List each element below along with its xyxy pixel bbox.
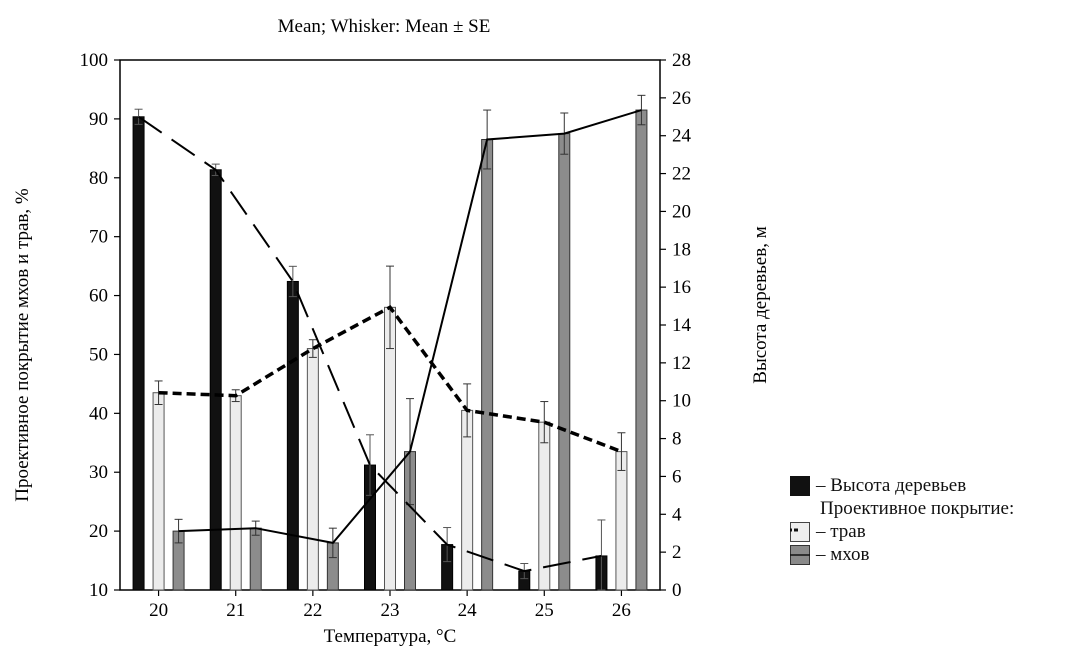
- bar: [229, 395, 242, 591]
- y-right-tick-label: 2: [672, 542, 682, 563]
- y-right-tick-label: 10: [672, 391, 691, 412]
- y-right-tick-label: 20: [672, 201, 691, 222]
- x-tick-label: 24: [458, 600, 478, 621]
- legend-heading-text: Проективное покрытие:: [820, 498, 1015, 519]
- y-right-tick-label: 4: [672, 504, 682, 525]
- legend-trees-label: – Высота деревьев: [816, 475, 967, 496]
- bar: [384, 306, 396, 591]
- bar: [132, 116, 145, 591]
- y-right-tick-label: 26: [672, 88, 691, 109]
- x-tick-label: 21: [226, 600, 245, 621]
- y-right-tick-label: 28: [672, 50, 691, 71]
- y-left-tick-label: 30: [89, 462, 108, 483]
- y-right-tick-label: 14: [672, 315, 692, 336]
- legend-item-trees: – Высота деревьев: [790, 474, 1014, 497]
- y-right-tick-label: 16: [672, 277, 691, 298]
- x-tick-label: 25: [535, 600, 554, 621]
- y-right-tick-label: 22: [672, 164, 691, 185]
- y-left-tick-label: 100: [80, 50, 109, 71]
- x-axis-label: Температура, °C: [324, 626, 457, 647]
- bar: [538, 421, 551, 591]
- y-left-tick-label: 70: [89, 227, 108, 248]
- legend: – Высота деревьев Проективное покрытие: …: [788, 474, 1014, 566]
- x-tick-label: 22: [303, 600, 322, 621]
- x-tick-label: 20: [149, 600, 168, 621]
- legend-moss-label: – мхов: [816, 544, 870, 565]
- y-left-tick-label: 60: [89, 286, 108, 307]
- legend-item-grass: – трав: [788, 520, 1014, 543]
- y-axis-right-label: Высота деревьев, м: [750, 226, 771, 383]
- y-right-tick-label: 0: [672, 580, 682, 601]
- bar: [152, 392, 165, 591]
- y-axis-left-label: Проективное покрытие мхов и трав, %: [12, 188, 33, 502]
- bar: [306, 348, 319, 591]
- bar: [286, 280, 299, 591]
- series-line: [138, 115, 602, 573]
- y-left-tick-label: 20: [89, 521, 108, 542]
- legend-grass-label: – трав: [816, 521, 866, 542]
- bar: [558, 133, 571, 591]
- moss-swatch-icon: [790, 544, 810, 565]
- y-right-tick-label: 24: [672, 126, 692, 147]
- legend-cover-heading: Проективное покрытие:: [790, 497, 1014, 520]
- y-left-tick-label: 80: [89, 168, 108, 189]
- y-right-tick-label: 8: [672, 429, 682, 450]
- x-tick-label: 26: [612, 600, 631, 621]
- series-line: [158, 305, 623, 454]
- y-right-tick-label: 18: [672, 239, 691, 260]
- grass-swatch-icon: [788, 521, 810, 542]
- y-left-tick-label: 50: [89, 344, 108, 365]
- legend-item-moss: – мхов: [790, 543, 1014, 566]
- bar: [615, 451, 628, 591]
- chart-title: Mean; Whisker: Mean ± SE: [278, 16, 491, 37]
- y-right-tick-label: 6: [672, 466, 682, 487]
- y-left-tick-label: 10: [89, 580, 108, 601]
- plot-area: 1020304050607080901000246810121416182022…: [80, 50, 692, 621]
- y-right-tick-label: 12: [672, 353, 691, 374]
- trees-swatch-icon: [790, 475, 810, 496]
- y-left-tick-label: 40: [89, 403, 108, 424]
- bar: [249, 527, 262, 591]
- bar: [209, 169, 222, 591]
- y-left-tick-label: 90: [89, 109, 108, 130]
- bar: [635, 109, 648, 591]
- series-line: [178, 109, 642, 544]
- x-tick-label: 23: [381, 600, 400, 621]
- bar: [481, 139, 494, 591]
